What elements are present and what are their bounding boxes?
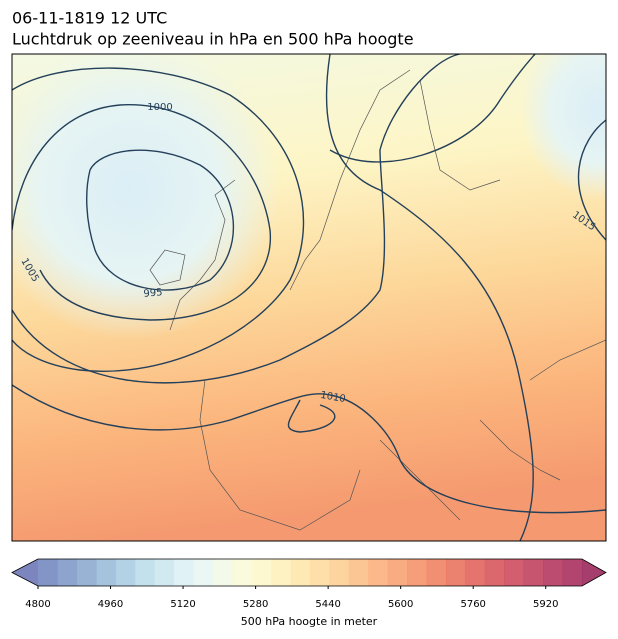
colorbar-cell (348, 559, 369, 586)
isobar (12, 104, 272, 321)
isobar (325, 54, 534, 541)
isobar (12, 54, 461, 384)
colorbar-cell (310, 559, 330, 586)
subtitle: Luchtdruk op zeeniveau in hPa en 500 hPa… (12, 30, 414, 49)
coastline (149, 69, 606, 531)
colorbar-cell (523, 559, 544, 586)
colorbar-cell (38, 559, 58, 586)
colorbar-extend (12, 559, 38, 586)
colorbar-cell (446, 559, 466, 586)
colorbar-cell (465, 559, 486, 586)
colorbar-cell (368, 559, 389, 586)
colorbar-cell (329, 559, 350, 586)
colorbar-frame (11, 558, 607, 587)
colorbar-tick-label: 5120 (170, 599, 195, 610)
colorbar-tick-label: 5440 (315, 599, 340, 610)
isobar-label: 1010 (319, 390, 346, 405)
map (12, 54, 606, 541)
colorbar-cell (57, 559, 78, 586)
colorbar-cell (115, 559, 136, 586)
colorbar-tick-label: 4800 (25, 599, 50, 610)
colorbar-tick-label: 5280 (243, 599, 268, 610)
colorbar-cell (193, 559, 214, 586)
title: 06-11-1819 12 UTC (12, 9, 167, 28)
isobar (329, 54, 536, 163)
colorbar-cell (562, 559, 583, 586)
colorbar-extend (582, 559, 606, 586)
isobar-label: 995 (143, 287, 163, 300)
colorbar-cell (271, 559, 291, 586)
colorbar-cell (174, 559, 194, 586)
colorbar-cell (135, 559, 155, 586)
colorbar-cell (154, 559, 175, 586)
isobar (86, 149, 235, 291)
low-area (12, 54, 280, 340)
colorbar-cell (504, 559, 525, 586)
colorbar-cell (96, 559, 117, 586)
low-area (520, 54, 606, 200)
colorbar-tick-label: 5920 (533, 599, 558, 610)
isobar (12, 67, 305, 372)
colorbar-cell (251, 559, 272, 586)
colorbar-cell (387, 559, 408, 586)
colorbar-cell (426, 559, 447, 586)
colorbar-cell (543, 559, 563, 586)
isobar-label: 1000 (147, 102, 172, 113)
colorbar-cell (290, 559, 311, 586)
isobar (287, 399, 336, 433)
colorbar-tick-label: 5600 (388, 599, 413, 610)
colorbar-tick-label: 5760 (460, 599, 485, 610)
colorbar-cell (76, 559, 97, 586)
isobar (577, 119, 606, 241)
isobar (12, 384, 606, 514)
colorbar-cell (212, 559, 233, 586)
map-frame (11, 53, 607, 542)
colorbar-tick-label: 4960 (98, 599, 123, 610)
colorbar-cell (407, 559, 427, 586)
colorbar-cell (232, 559, 253, 586)
colorbar-cell (484, 559, 505, 586)
colorbar-label: 500 hPa hoogte in meter (241, 615, 378, 628)
